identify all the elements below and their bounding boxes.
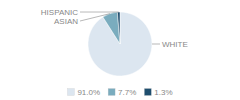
leader-line [80,12,119,13]
annotation: WHITE [162,40,188,49]
legend-label: 1.3% [154,88,172,97]
pie-slice [103,12,120,44]
annotation: ASIAN [54,17,78,26]
pie-slice [117,12,120,44]
legend-item: 91.0% [67,88,100,97]
legend-label: 7.7% [118,88,136,97]
leader-line [152,44,160,45]
legend-swatch [144,89,151,96]
leader-line [80,14,110,21]
pie-slice [88,12,152,76]
legend-item: 7.7% [108,88,136,97]
legend-item: 1.3% [144,88,172,97]
annotation: HISPANIC [41,8,78,17]
legend: 91.0% 7.7% 1.3% [67,88,172,97]
legend-label: 91.0% [77,88,100,97]
legend-swatch [67,89,74,96]
chart: WHITE ASIANHISPANIC 91.0% 7.7% 1.3% [0,0,240,100]
legend-swatch [108,89,115,96]
pie: WHITE ASIANHISPANIC [41,8,188,76]
